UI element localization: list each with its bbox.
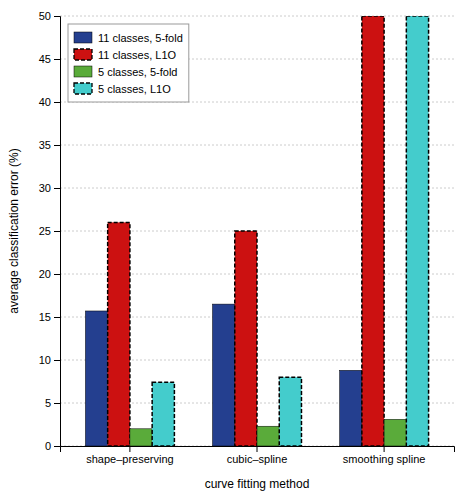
grid	[60, 16, 454, 446]
tick-label: 20	[39, 268, 51, 280]
y-tick: 35	[39, 139, 60, 151]
tick-mark	[54, 16, 60, 17]
bar	[213, 304, 235, 446]
legend-label: 5 classes, 5-fold	[98, 66, 177, 78]
tick-mark	[54, 403, 60, 404]
y-tick: 0	[45, 440, 60, 452]
legend: 11 classes, 5-fold 11 classes, L1O 5 class…	[68, 24, 189, 102]
tick-mark	[54, 145, 60, 146]
y-axis-title: average classification error (%)	[7, 148, 21, 313]
tick-mark	[54, 446, 60, 447]
x-tick: cubic–spline	[227, 446, 288, 465]
y-tick: 15	[39, 311, 60, 323]
tick-mark	[54, 102, 60, 103]
legend-label: 11 classes, 5-fold	[98, 32, 183, 44]
legend-label: 11 classes, L1O	[98, 49, 177, 61]
bar	[235, 231, 257, 446]
y-tick: 30	[39, 182, 60, 194]
grid-line	[60, 188, 454, 189]
tick-label: 25	[39, 225, 51, 237]
tick-label: shape–preserving	[86, 453, 173, 465]
grid-line	[60, 16, 454, 17]
y-tick: 10	[39, 354, 60, 366]
y-tick: 45	[39, 53, 60, 65]
y-tick: 20	[39, 268, 60, 280]
bar	[152, 382, 174, 446]
x-tick: shape–preserving	[86, 446, 173, 465]
tick-mark	[54, 59, 60, 60]
x-axis-title: curve fitting method	[205, 477, 310, 491]
y-axis: 0 5 10 15 20 25 30 35 40 45 50	[39, 10, 61, 452]
y-tick: 40	[39, 96, 60, 108]
tick-label: cubic–spline	[227, 453, 288, 465]
tick-label: smoothing spline	[343, 453, 426, 465]
plot-area: 0 5 10 15 20 25 30 35 40 45 50 shape–preserving cubi…	[7, 10, 455, 491]
tick-mark	[384, 446, 385, 452]
y-tick: 5	[45, 397, 60, 409]
legend-swatch	[74, 83, 92, 94]
bar	[85, 311, 107, 446]
tick-label: 40	[39, 96, 51, 108]
tick-mark	[129, 446, 130, 452]
legend-swatch	[74, 66, 92, 77]
bar	[362, 16, 384, 446]
legend-frame	[68, 24, 189, 102]
chart-svg: 0 5 10 15 20 25 30 35 40 45 50 shape–preserving cubi…	[0, 0, 470, 500]
tick-label: 45	[39, 53, 51, 65]
axis-domain	[61, 447, 455, 453]
tick-label: 5	[45, 397, 51, 409]
tick-mark	[54, 360, 60, 361]
bar	[108, 222, 130, 446]
tick-mark	[54, 231, 60, 232]
x-axis: shape–preserving cubic–spline smoothing sp…	[61, 446, 455, 465]
tick-mark	[54, 317, 60, 318]
legend-swatch	[74, 49, 92, 60]
tick-label: 15	[39, 311, 51, 323]
tick-label: 10	[39, 354, 51, 366]
bar	[406, 16, 428, 446]
bar	[130, 429, 152, 446]
tick-label: 30	[39, 182, 51, 194]
bar	[340, 370, 362, 446]
y-tick: 25	[39, 225, 60, 237]
bar	[257, 426, 279, 446]
tick-mark	[257, 446, 258, 452]
axis-domain	[54, 17, 61, 447]
chart-container: 0 5 10 15 20 25 30 35 40 45 50 shape–preserving cubi…	[0, 0, 470, 500]
grid-line	[60, 145, 454, 146]
bar	[279, 377, 301, 446]
tick-mark	[54, 274, 60, 275]
legend-label: 5 classes, L1O	[98, 83, 171, 95]
tick-mark	[54, 188, 60, 189]
x-tick: smoothing spline	[343, 446, 426, 465]
tick-label: 50	[39, 10, 51, 22]
bar	[384, 419, 406, 446]
tick-label: 0	[45, 440, 51, 452]
y-tick: 50	[39, 10, 60, 22]
legend-swatch	[74, 32, 92, 43]
tick-label: 35	[39, 139, 51, 151]
